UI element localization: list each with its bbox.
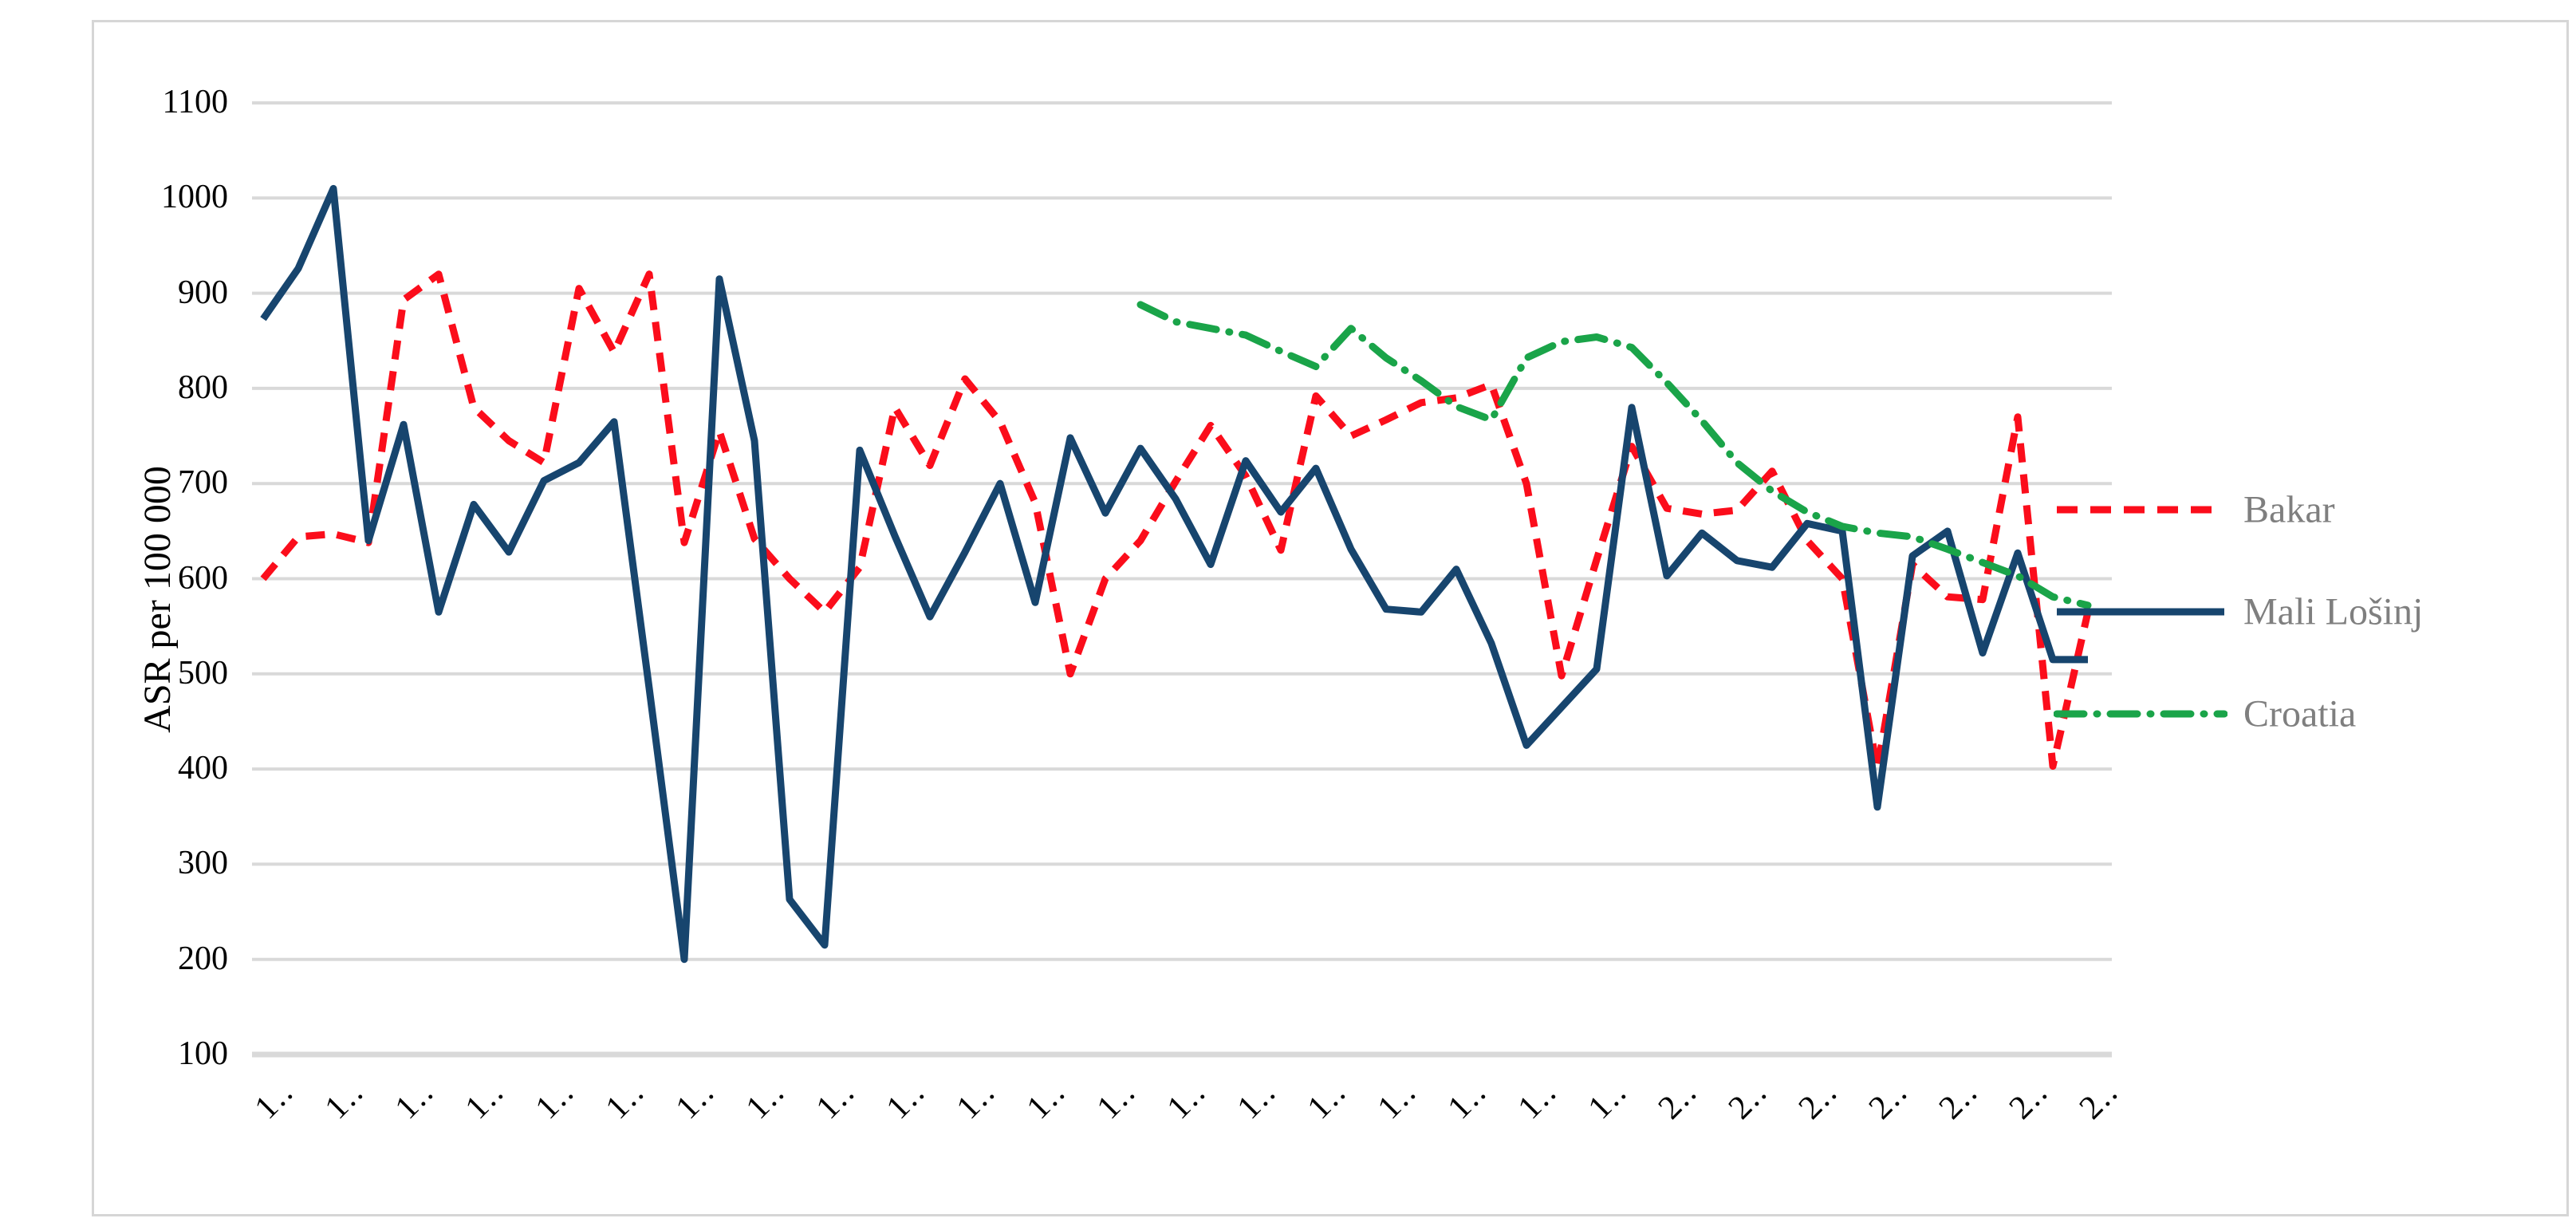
series-lines — [260, 184, 2092, 964]
legend-item-mali-losinj: Mali Lošinj — [2054, 588, 2564, 636]
legend-item-bakar: Bakar — [2054, 486, 2564, 534]
y-tick-label: 1100 — [162, 84, 228, 120]
legend-label-mali-losinj: Mali Lošinj — [2243, 590, 2424, 633]
gridlines — [252, 101, 2112, 1058]
legend-item-croatia: Croatia — [2054, 690, 2564, 738]
y-axis-title: ASR per 100 000 — [136, 466, 179, 733]
croatia-dashdot-line-sample — [2054, 710, 2227, 718]
legend-label-croatia: Croatia — [2243, 692, 2357, 735]
y-tick-label: 100 — [178, 1035, 228, 1072]
mali-losinj-solid-line-sample — [2057, 608, 2224, 616]
y-tick-label: 200 — [178, 940, 228, 977]
y-tick-label: 400 — [178, 750, 228, 787]
series-line-croatia — [1136, 301, 2092, 609]
y-tick-label: 1000 — [161, 179, 228, 216]
y-tick-label: 300 — [178, 845, 228, 882]
y-tick-label: 700 — [178, 464, 228, 502]
y-tick-label: 800 — [178, 369, 228, 406]
series-line-mali-lo-inj — [260, 184, 2088, 964]
figure-border — [92, 20, 2569, 1216]
y-tick-label: 600 — [178, 559, 228, 597]
bakar-dashed-line-sample — [2057, 506, 2224, 514]
y-tick-label: 900 — [178, 274, 228, 311]
legend-label-bakar: Bakar — [2243, 488, 2335, 531]
y-tick-label: 500 — [178, 654, 228, 692]
